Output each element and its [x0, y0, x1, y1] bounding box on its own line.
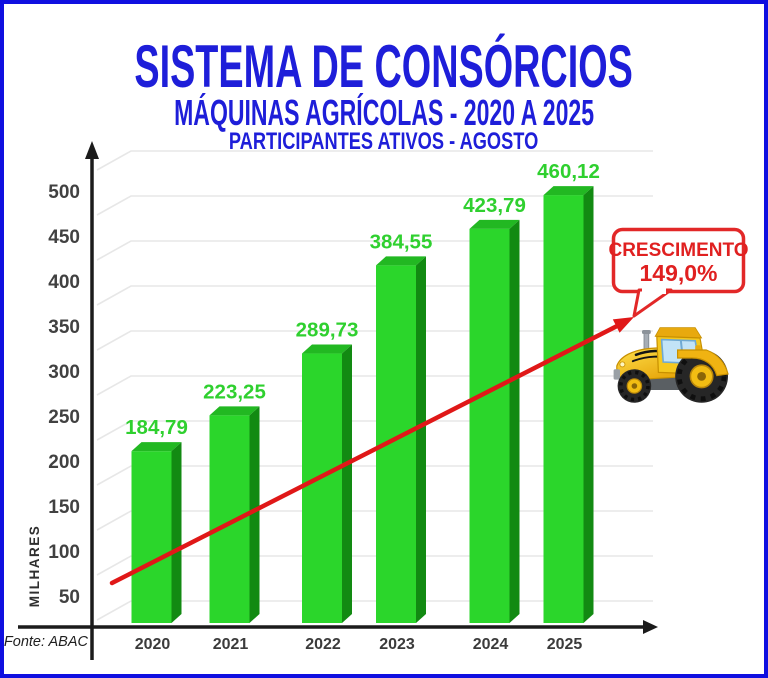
y-tick-100: 100 — [48, 542, 80, 563]
y-axis — [85, 141, 99, 660]
year-label-2021: 2021 — [213, 636, 249, 653]
y-tick-50: 50 — [59, 587, 80, 608]
value-label-2024: 423,79 — [463, 194, 526, 217]
y-axis-tick-labels: 50 100 150 200 250 300 350 400 450 500 — [48, 182, 80, 608]
growth-callout: CRESCIMENTO 149,0% — [608, 227, 749, 318]
y-axis-title: MILHARES — [27, 525, 42, 608]
bar-2020 — [131, 442, 182, 623]
value-label-2022: 289,73 — [296, 319, 359, 342]
gridline-550 — [96, 150, 653, 171]
trend-arrow — [109, 317, 634, 586]
x-axis — [18, 620, 658, 634]
callout-label: CRESCIMENTO — [608, 240, 748, 261]
value-label-2023: 384,55 — [370, 230, 433, 253]
year-label-2024: 2024 — [473, 636, 509, 653]
bar-series — [131, 186, 594, 624]
bar-2025 — [543, 186, 594, 624]
x-axis-arrow-icon — [643, 620, 658, 634]
year-label-2022: 2022 — [305, 636, 341, 653]
y-tick-150: 150 — [48, 497, 80, 518]
year-label-2025: 2025 — [547, 636, 583, 653]
y-tick-400: 400 — [48, 272, 80, 293]
year-label-2023: 2023 — [379, 636, 415, 653]
y-tick-300: 300 — [48, 362, 80, 383]
y-tick-350: 350 — [48, 317, 80, 338]
chart-subtitle: MÁQUINAS AGRÍCOLAS - 2020 A 2025 — [4, 92, 764, 134]
bar-value-labels: 184,79 223,25 289,73 384,55 423,79 460,12 — [125, 160, 600, 439]
y-tick-450: 450 — [48, 227, 80, 248]
chart-subtitle-text: MÁQUINAS AGRÍCOLAS - 2020 A 2025 — [174, 92, 594, 133]
source-note: Fonte: ABAC — [4, 634, 89, 650]
x-axis-year-labels: 2020 2021 2022 2023 2024 2025 — [135, 636, 583, 653]
y-tick-250: 250 — [48, 407, 80, 428]
callout-value: 149,0% — [639, 260, 717, 286]
bar-2024 — [469, 219, 520, 623]
page-title-text: SISTEMA DE CONSÓRCIOS — [134, 33, 634, 100]
y-tick-500: 500 — [48, 182, 80, 203]
value-label-2020: 184,79 — [125, 416, 188, 439]
bar-2022 — [302, 344, 352, 623]
bar-2023 — [376, 256, 426, 623]
page-title: SISTEMA DE CONSÓRCIOS — [4, 32, 764, 101]
year-label-2020: 2020 — [135, 636, 171, 653]
value-label-2025: 460,12 — [537, 160, 600, 183]
bar-2021 — [209, 406, 260, 623]
tractor-image — [613, 327, 729, 403]
gridline-500 — [96, 195, 653, 216]
value-label-2021: 223,25 — [203, 380, 266, 403]
y-tick-200: 200 — [48, 452, 80, 473]
trend-arrowhead-icon — [612, 317, 634, 333]
y-axis-arrow-icon — [85, 141, 99, 159]
